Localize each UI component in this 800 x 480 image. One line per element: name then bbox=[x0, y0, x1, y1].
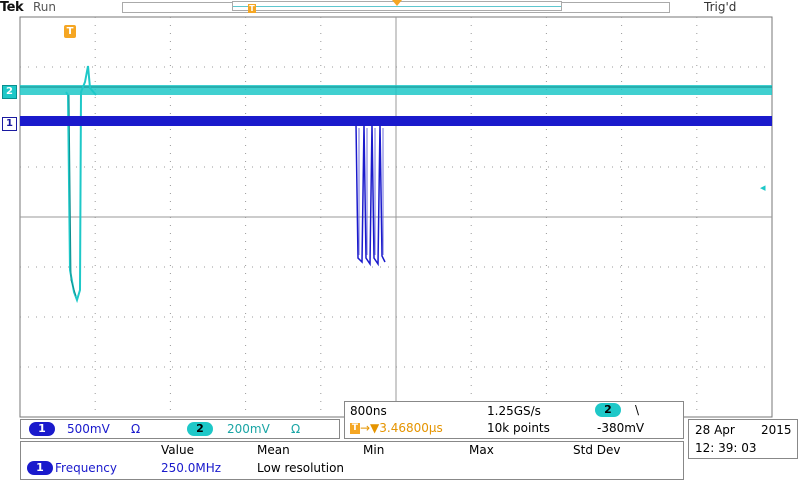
date-year: 2015 bbox=[761, 423, 792, 437]
trigger-point-marker[interactable]: T bbox=[64, 25, 76, 38]
sample-rate: 1.25GS/s bbox=[487, 404, 541, 418]
horizontal-trigger-panel: 800ns 1.25GS/s 2 \ T →▼3.46800µs 10k poin… bbox=[344, 401, 684, 439]
channel-settings-panel: 1 500mV Ω 2 200mV Ω bbox=[20, 419, 340, 439]
ch2-termination: Ω bbox=[291, 422, 301, 436]
trigger-icon: T bbox=[350, 423, 360, 434]
horizontal-position-value: →▼3.46800µs bbox=[360, 421, 443, 435]
ch1-waveform bbox=[20, 116, 772, 267]
expansion-point-icon bbox=[392, 0, 402, 6]
ch1-scale[interactable]: 500mV bbox=[67, 422, 110, 436]
meas-name[interactable]: Frequency bbox=[55, 461, 117, 475]
trigger-source-badge[interactable]: 2 bbox=[595, 403, 621, 417]
graticule-grid bbox=[20, 17, 772, 417]
trigger-slope-icon[interactable]: \ bbox=[635, 403, 640, 417]
ch2-badge[interactable]: 2 bbox=[187, 422, 213, 436]
ch1-badge[interactable]: 1 bbox=[29, 422, 55, 436]
measurement-panel: Value Mean Min Max Std Dev 1 Frequency 2… bbox=[20, 441, 684, 480]
ch1-termination: Ω bbox=[131, 422, 141, 436]
ch2-ground-marker[interactable]: 2 bbox=[2, 85, 17, 99]
meas-header-value: Value bbox=[161, 443, 194, 457]
meas-header-max: Max bbox=[469, 443, 494, 457]
ch2-scale[interactable]: 200mV bbox=[227, 422, 270, 436]
brand-logo: Tek bbox=[0, 0, 24, 15]
meas-header-min: Min bbox=[363, 443, 385, 457]
meas-ch1-badge[interactable]: 1 bbox=[27, 461, 53, 475]
date-day: 28 Apr bbox=[695, 423, 735, 437]
trigger-level-icon[interactable]: ◂ bbox=[760, 181, 766, 194]
acquisition-state[interactable]: Run bbox=[33, 0, 57, 14]
time-per-division[interactable]: 800ns bbox=[350, 404, 387, 418]
trigger-level[interactable]: -380mV bbox=[597, 421, 645, 435]
meas-value: 250.0MHz bbox=[161, 461, 222, 475]
record-view-trace bbox=[233, 6, 561, 7]
ch1-ground-marker[interactable]: 1 bbox=[2, 117, 17, 131]
meas-header-mean: Mean bbox=[257, 443, 290, 457]
meas-mean: Low resolution bbox=[257, 461, 345, 475]
status-bar: Tek Run T Trig'd bbox=[0, 0, 800, 16]
meas-header-std: Std Dev bbox=[573, 443, 621, 457]
ch2-waveform bbox=[20, 65, 772, 304]
trigger-status: Trig'd bbox=[704, 0, 737, 14]
trigger-position-marker: T bbox=[248, 4, 256, 13]
record-length[interactable]: 10k points bbox=[487, 421, 550, 435]
horizontal-position[interactable]: T →▼3.46800µs bbox=[350, 421, 443, 435]
datetime-panel: 28 Apr 2015 12: 39: 03 bbox=[688, 419, 798, 459]
time: 12: 39: 03 bbox=[695, 441, 757, 455]
